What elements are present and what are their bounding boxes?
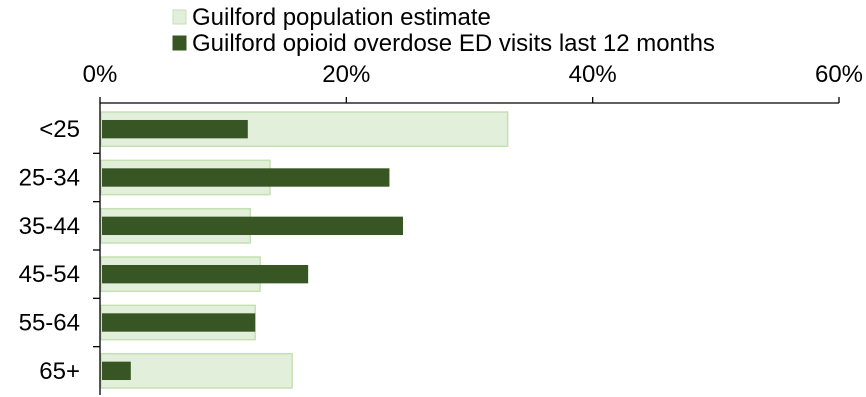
ed-visits-bar — [102, 168, 390, 187]
plot-area — [100, 111, 509, 389]
y-axis: <25 25-34 35-44 45-54 55-64 65+ — [19, 103, 101, 395]
category-label: 55-64 — [19, 310, 80, 337]
x-tick-label: 0% — [83, 61, 118, 88]
legend-swatch — [172, 9, 187, 25]
legend-label: Guilford opioid overdose ED visits last … — [192, 30, 715, 57]
ed-visits-bar — [102, 119, 248, 139]
ed-visits-bar — [102, 361, 131, 381]
category-label: 25-34 — [19, 165, 80, 192]
ed-visits-bar — [102, 313, 256, 332]
category-label: 45-54 — [19, 261, 80, 288]
ed-visits-bar — [102, 264, 309, 284]
legend-label: Guilford population estimate — [192, 4, 491, 31]
category-label: <25 — [39, 116, 80, 143]
x-tick-label: 40% — [569, 61, 617, 88]
category-label: 35-44 — [19, 213, 80, 240]
x-tick-label: 60% — [815, 61, 863, 88]
population-bar — [100, 352, 293, 389]
legend-swatch — [172, 35, 187, 51]
ed-visits-bar — [102, 216, 403, 236]
x-axis: 0% 20% 40% 60% — [83, 61, 863, 104]
x-tick-label: 20% — [322, 61, 370, 88]
category-label: 65+ — [39, 358, 80, 385]
